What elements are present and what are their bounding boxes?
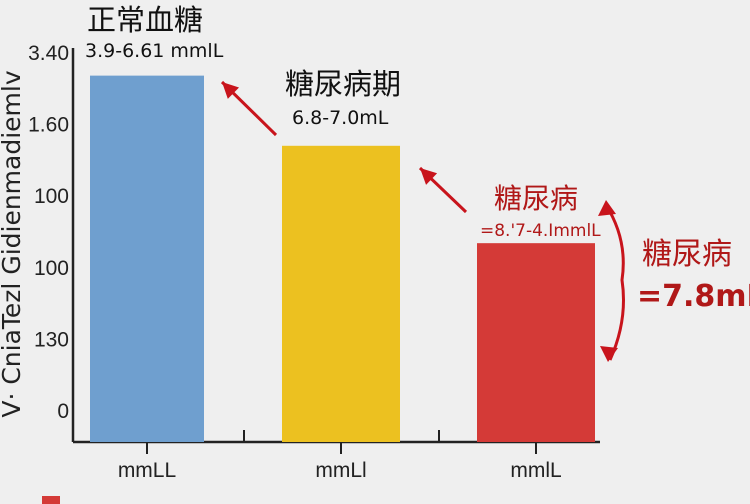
range-brace-top-head (598, 200, 616, 216)
x-tick-label: mmLL (118, 459, 176, 482)
annotation-diabetes-title: 糖尿病 (494, 182, 579, 215)
y-tick-label: 130 (34, 328, 69, 351)
annotation-diabetes-side-range: =7.8mIL (637, 279, 750, 314)
x-tick-label: mmlL (510, 459, 561, 482)
y-tick-label: 100 (34, 185, 69, 208)
legend-swatch (42, 496, 60, 504)
arrow-diabetes-to-prediabetes-head (420, 168, 438, 185)
annotation-prediabetes-range: 6.8-7.0mL (292, 107, 389, 129)
arrow-prediabetes-to-normal-head (222, 82, 240, 99)
annotation-normal-range: 3.9-6.61 mmlL (85, 40, 224, 62)
bar (282, 145, 400, 442)
y-tick-label: 1.60 (28, 114, 69, 137)
range-brace (604, 204, 625, 361)
y-tick-label: 3.40 (28, 42, 69, 65)
y-tick-label: 100 (34, 257, 69, 280)
annotation-normal-title: 正常血糖 (87, 3, 204, 37)
annotation-diabetes-side-title: 糖尿病 (642, 237, 732, 272)
x-tick-label: mmLl (315, 459, 366, 482)
bar (477, 243, 595, 442)
ylabel: V· CniaTezl Gidienmadiemlv (0, 70, 26, 418)
bar (90, 75, 204, 443)
range-brace-bottom-head (600, 346, 618, 362)
annotation-diabetes-range: =8.'7-4.ImmlL (480, 221, 601, 241)
y-tick-label: 0 (57, 400, 69, 423)
annotation-prediabetes-title: 糖尿病期 (285, 67, 402, 101)
